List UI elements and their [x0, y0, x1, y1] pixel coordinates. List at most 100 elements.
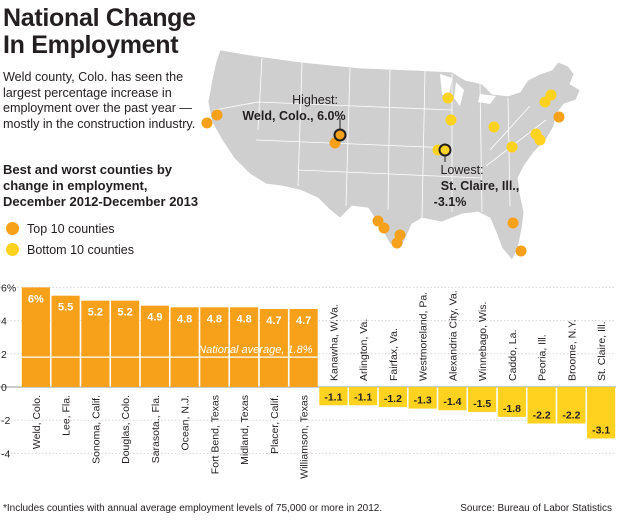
- lowest-label: Lowest:: [440, 163, 483, 177]
- highest-name: Weld, Colo., 6.0%: [242, 109, 345, 123]
- bar: [289, 308, 318, 387]
- legend-bottom: Bottom 10 counties: [6, 239, 134, 260]
- category-label: Weld, Colo.: [31, 395, 43, 449]
- category-label: Ocean, N.J.: [180, 395, 192, 450]
- bar-value-label: -1.4: [443, 396, 461, 408]
- bar-value-label: 5.5: [58, 302, 73, 314]
- category-label: Westmoreland, Pa.: [418, 292, 430, 381]
- value-labels: 6% 5.5 5.2 5.2 4.9 4.8 4.8 4.8 4.7 4.7 -1.1 -1.1 -1.…: [28, 293, 610, 436]
- bar-value-label: -1.2: [384, 393, 402, 405]
- bar-value-label: -1.8: [503, 403, 521, 415]
- lowest-county-dot: [438, 143, 452, 157]
- lowest-value: -3.1%: [434, 195, 467, 209]
- y-tick-label: -4: [1, 448, 10, 460]
- bar-value-label: 4.9: [147, 312, 162, 324]
- top-county-dot: [553, 111, 565, 123]
- category-label: Fort Bend, Texas: [209, 395, 221, 474]
- bar: [21, 287, 50, 387]
- title-line-2: In Employment: [3, 31, 179, 59]
- bar-value-label: 5.2: [88, 307, 103, 319]
- bar-value-label: -2.2: [533, 410, 551, 422]
- category-label: Placer, Calif.: [269, 395, 281, 454]
- bar: [51, 295, 80, 387]
- category-label: Sonoma, Calif.: [90, 395, 102, 464]
- bar-value-label: 5.2: [117, 307, 132, 319]
- intro-text: Weld county, Colo. has seen the largest …: [3, 70, 196, 131]
- legend-bottom-swatch: [6, 243, 19, 256]
- bar-value-label: -2.2: [562, 410, 580, 422]
- category-label: Douglas, Colo.: [120, 395, 132, 464]
- bottom-county-dot: [445, 114, 457, 126]
- top-county-dot: [391, 237, 403, 249]
- bar: [497, 387, 526, 417]
- source: Source: Bureau of Labor Statistics: [460, 503, 612, 514]
- bar-series: [21, 287, 616, 439]
- bar: [557, 387, 586, 424]
- reference-line-group: National average, 1.8%: [21, 344, 319, 358]
- highest-label: Highest:: [292, 93, 338, 107]
- bar: [111, 300, 140, 387]
- bar: [527, 387, 556, 424]
- bar: [170, 307, 199, 387]
- legend-bottom-label: Bottom 10 counties: [27, 242, 135, 257]
- bar: [349, 387, 378, 406]
- bottom-county-dot: [442, 92, 454, 104]
- bar-value-label: -1.5: [473, 398, 491, 410]
- bar: [587, 387, 616, 439]
- bar: [468, 387, 497, 412]
- us-map: Highest: Weld, Colo., 6.0% Lowest: St. C…: [201, 49, 581, 261]
- bar-value-label: 4.8: [236, 313, 251, 325]
- bottom-county-dot: [506, 141, 518, 153]
- y-tick-label: 6%: [1, 282, 16, 294]
- bar-value-label: 4.8: [177, 313, 192, 325]
- great-lakes: [440, 74, 496, 106]
- legend: Top 10 counties Bottom 10 counties: [6, 218, 134, 260]
- bar-value-label: 4.8: [207, 313, 222, 325]
- bar-value-label: 6%: [28, 293, 44, 305]
- bar-value-label: -1.3: [414, 395, 432, 407]
- category-label: Caddo, La.: [507, 330, 519, 381]
- bar: [140, 305, 169, 387]
- top-county-dot: [201, 117, 213, 129]
- category-label: St. Claire, Ill.: [596, 321, 608, 381]
- bar-value-label: -1.1: [324, 391, 342, 403]
- bottom-county-dot: [534, 134, 546, 146]
- state-borders: [213, 57, 547, 219]
- bar-value-label: 4.7: [266, 315, 281, 327]
- y-tick-label: -2: [1, 415, 10, 427]
- category-label: Alexandria City, Va.: [447, 290, 459, 381]
- bottom-county-dot: [488, 121, 500, 133]
- bar-value-label: -3.1: [592, 424, 610, 436]
- top-county-dot: [211, 109, 223, 121]
- bar: [438, 387, 467, 411]
- title-line-1: National Change: [3, 4, 196, 32]
- legend-top: Top 10 counties: [6, 218, 134, 239]
- bar: [378, 387, 407, 407]
- bar: [319, 387, 348, 406]
- footnote: *Includes counties with annual average e…: [3, 503, 383, 514]
- y-tick-label: 0: [1, 382, 7, 394]
- bar-value-label: 4.7: [296, 315, 311, 327]
- bar: [200, 307, 229, 387]
- y-tick-label: 2: [1, 349, 7, 361]
- top-county-dot: [507, 217, 519, 229]
- top-county-dot: [378, 222, 390, 234]
- category-label: Midland, Texas: [239, 395, 251, 465]
- category-label: Broome, N.Y.: [566, 319, 578, 381]
- us-map-land: [207, 49, 581, 261]
- category-label: Winnebago, Wis.: [477, 302, 489, 381]
- bar-value-label: -1.1: [354, 391, 372, 403]
- bar: [81, 300, 110, 387]
- legend-top-label: Top 10 counties: [27, 221, 115, 236]
- bar: [408, 387, 437, 409]
- employment-bar-chart: 6% 4 2 0 -2 -4 National average, 1.8% 6% 5.5 5.…: [0, 282, 616, 479]
- category-label: Williamson, Texas: [299, 395, 311, 479]
- category-label: Fairfax, Va.: [388, 328, 400, 381]
- national-average-label: National average, 1.8%: [198, 344, 313, 356]
- category-label: Arlington, Va.: [358, 319, 370, 381]
- highest-county-dot: [333, 128, 347, 142]
- category-label: Peoria, Ill.: [537, 334, 549, 381]
- y-tick-label: 4: [1, 316, 7, 328]
- category-label: Lee, Fla.: [61, 395, 73, 436]
- category-label: Sarasota., Fla.: [150, 395, 162, 463]
